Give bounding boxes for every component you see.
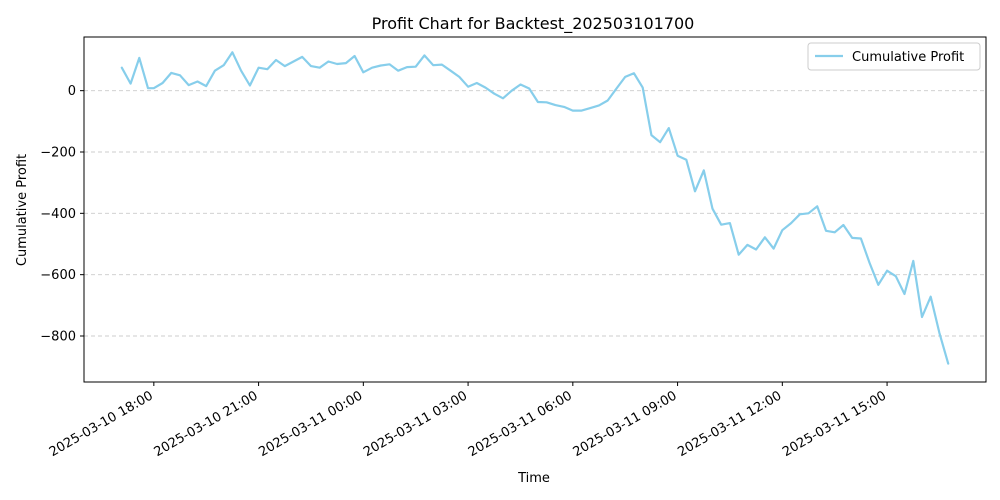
legend-entry-label: Cumulative Profit — [852, 50, 964, 65]
x-axis-title: Time — [517, 471, 550, 486]
chart-title: Profit Chart for Backtest_202503101700 — [372, 14, 695, 34]
series-line-cumulative-profit — [120, 51, 950, 365]
plot-area-frame — [83, 36, 987, 383]
y-tick-label: −600 — [40, 268, 76, 283]
legend: Cumulative Profit — [807, 42, 981, 71]
y-tick-label: −200 — [40, 146, 76, 161]
y-tick-label: −800 — [40, 330, 76, 345]
y-axis-title: Cumulative Profit — [15, 154, 30, 266]
y-axis: −800 −600 −400 −200 0 — [40, 84, 84, 345]
y-gridlines — [84, 90, 986, 337]
y-tick-label: 0 — [68, 84, 76, 99]
y-tick-label: −400 — [40, 207, 76, 222]
legend-box — [807, 42, 981, 71]
series-layer — [120, 51, 950, 365]
